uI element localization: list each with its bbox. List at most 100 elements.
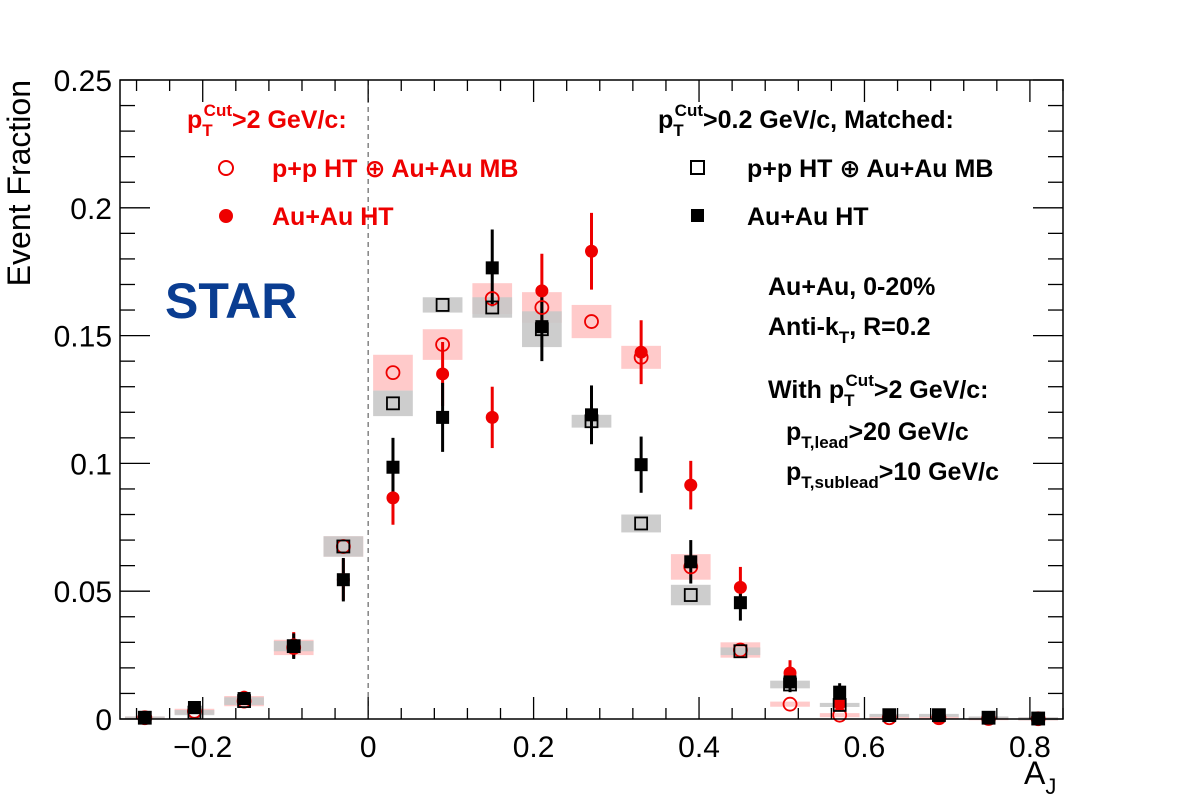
annotation-algorithm-post: , R=0.2	[849, 313, 930, 341]
annotation-algorithm-pre: Anti-k	[768, 313, 839, 341]
marker-s2-p7	[485, 300, 500, 315]
marker-s0-p8	[534, 300, 550, 315]
legend-left-filled-circle-marker	[219, 209, 233, 223]
annotation-collision: Au+Au, 0-20%	[768, 273, 935, 301]
legend-right-heading-sub: T	[673, 121, 684, 140]
annotation-lead: pT,lead>20 GeV/c	[786, 418, 969, 452]
legend-right-heading-rest: >0.2 GeV/c, Matched:	[703, 106, 954, 134]
annotation-sublead-sub: T,sublead	[801, 473, 878, 492]
y-tick-label-3: 0.15	[54, 321, 112, 354]
marker-s1-p6	[436, 367, 450, 381]
y-tick-label-0: 0	[95, 704, 112, 737]
annotation-with-sup: Cut	[846, 371, 875, 390]
sys-band-s0-p13	[770, 701, 810, 707]
marker-s3-p8	[535, 320, 549, 334]
annotation-lead-sub: T,lead	[801, 433, 848, 452]
marker-s0-p7	[484, 291, 500, 306]
legend-left-heading-sup: Cut	[204, 101, 233, 120]
marker-s1-p11	[684, 478, 698, 492]
x-tick-label-4: 0.6	[844, 731, 886, 764]
marker-s3-p2	[237, 692, 251, 706]
x-axis-title-main: A	[1024, 755, 1046, 791]
y-tick-label-1: 0.05	[54, 576, 112, 609]
marker-s3-p12	[733, 596, 747, 610]
marker-s0-p13	[782, 696, 798, 712]
legend-left-entry-2: Au+Au HT	[272, 203, 394, 231]
annotation-with-sub: T	[844, 391, 855, 410]
annotation-with-post: >2 GeV/c:	[874, 376, 989, 404]
annotation-algorithm-sub: T	[839, 328, 850, 347]
marker-s0-p6	[435, 337, 451, 352]
marker-s1-p12	[733, 580, 747, 594]
annotation-sublead-post: >10 GeV/c	[879, 458, 999, 486]
marker-s2-p12	[733, 644, 748, 659]
marker-s3-p7	[485, 261, 499, 275]
x-tick-label-0: −0.2	[173, 731, 232, 764]
marker-s3-p6	[436, 410, 450, 424]
annotation-with-cut: With pTCut>2 GeV/c:	[768, 371, 989, 410]
annotation-sublead-pre: p	[786, 458, 801, 486]
marker-s3-p1	[187, 700, 201, 714]
marker-s1-p5	[386, 491, 400, 505]
marker-s1-p9	[585, 244, 598, 258]
legend-left-heading: pTCut>2 GeV/c:	[187, 101, 347, 140]
y-axis-title: Event Fraction	[1, 80, 37, 286]
star-logo: STAR	[165, 273, 297, 329]
annotation-lead-post: >20 GeV/c	[849, 418, 969, 446]
legend-right-heading-sup: Cut	[675, 101, 704, 120]
annotation-lead-pre: p	[786, 418, 801, 446]
sys-band-s0-p5	[373, 354, 413, 391]
sys-band-s0-p14	[819, 713, 860, 718]
systematic-bands	[124, 283, 1059, 721]
legend-left-heading-p: p	[187, 106, 202, 134]
legend-right-filled-square-marker	[691, 209, 704, 222]
marker-s3-p10	[634, 458, 648, 472]
marker-s3-p9	[585, 408, 598, 422]
x-axis-title: AJ	[1024, 755, 1056, 799]
legend-left-heading-rest: >2 GeV/c:	[232, 106, 347, 134]
sys-band-s0-p9	[571, 304, 612, 339]
marker-s3-p3	[287, 639, 301, 653]
x-tick-label-2: 0.2	[513, 731, 555, 764]
marker-s1-p14	[833, 697, 847, 711]
marker-s1-p10	[634, 345, 648, 359]
legend-right-open-square-marker	[690, 160, 705, 175]
marker-s1-p7	[485, 410, 499, 424]
marker-s3-p5	[386, 460, 400, 474]
annotation-algorithm: Anti-kT, R=0.2	[768, 313, 931, 347]
sys-band-s2-p10	[621, 514, 661, 533]
legend-left-open-circle-marker	[218, 160, 234, 176]
legend-left: pTCut>2 GeV/c: p+p HT ⊕ Au+Au MB Au+Au H…	[187, 101, 518, 231]
marker-s3-p17	[982, 711, 996, 725]
marker-s3-p0	[138, 711, 152, 725]
marker-s3-p14	[833, 685, 847, 699]
marker-s2-p4	[336, 539, 351, 554]
sys-band-s2-p7	[472, 297, 513, 318]
legend-right: pTCut>0.2 GeV/c, Matched: p+p HT ⊕ Au+Au…	[658, 101, 993, 231]
x-tick-label-5: 0.8	[1009, 731, 1051, 764]
x-tick-label-3: 0.4	[678, 731, 720, 764]
marker-s2-p10	[634, 516, 649, 531]
legend-right-entry-1: p+p HT ⊕ Au+Au MB	[747, 155, 993, 183]
marker-s2-p6	[435, 298, 450, 312]
sys-band-s2-p5	[373, 390, 413, 417]
marker-s3-p4	[336, 573, 350, 587]
plot-frame	[119, 79, 1064, 720]
legend-right-entry-2: Au+Au HT	[747, 203, 869, 231]
annotation-with-pre: With p	[768, 376, 844, 404]
y-tick-label-2: 0.1	[70, 448, 112, 481]
sys-band-s2-p4	[323, 536, 364, 557]
marker-s1-p8	[535, 284, 549, 298]
marker-s0-p9	[584, 314, 599, 329]
marker-s2-p5	[386, 396, 400, 411]
x-tick-label-1: 0	[360, 731, 377, 764]
y-tick-label-4: 0.2	[70, 193, 112, 226]
marker-s3-p13	[783, 675, 797, 689]
legend-left-entry-1: p+p HT ⊕ Au+Au MB	[272, 155, 518, 183]
x-axis-title-sub: J	[1045, 774, 1056, 799]
marker-s2-p11	[683, 588, 698, 602]
sys-band-s2-p6	[422, 297, 463, 313]
marker-s3-p11	[684, 555, 698, 569]
legend-right-heading-p: p	[658, 106, 673, 134]
